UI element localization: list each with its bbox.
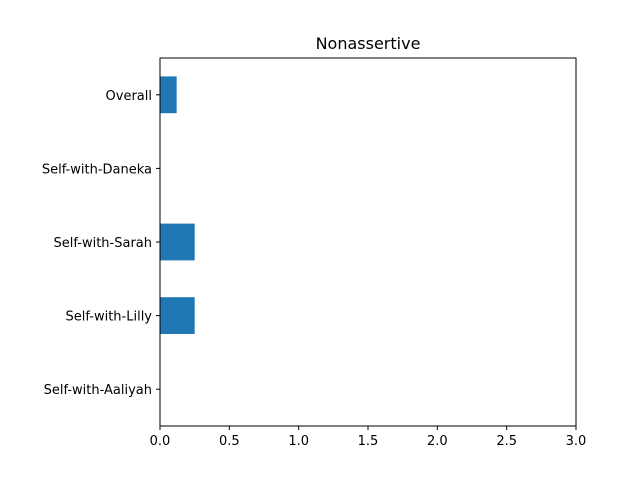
x-axis: 0.0 0.5 1.0 1.5 2.0 2.5 3.0: [150, 426, 587, 449]
x-tick-label-2: 1.0: [288, 434, 309, 449]
bar-2: [160, 223, 195, 261]
y-axis: Overall Self-with-Daneka Self-with-Sarah Se…: [42, 89, 160, 398]
x-tick-label-1: 0.5: [219, 434, 240, 449]
bar-0: [160, 76, 177, 114]
y-tick-label-0: Overall: [106, 89, 152, 104]
chart-title: Nonassertive: [316, 34, 421, 53]
x-tick-label-4: 2.0: [427, 434, 448, 449]
y-tick-label-3: Self-with-Lilly: [66, 310, 153, 325]
bars-group: [160, 76, 195, 334]
bar-3: [160, 297, 195, 334]
x-tick-label-3: 1.5: [358, 434, 379, 449]
y-tick-label-1: Self-with-Daneka: [42, 162, 152, 177]
x-tick-label-6: 3.0: [566, 434, 587, 449]
x-tick-label-0: 0.0: [150, 434, 171, 449]
plot-frame: [159, 57, 577, 427]
y-tick-label-2: Self-with-Sarah: [54, 236, 152, 251]
x-tick-label-5: 2.5: [496, 434, 517, 449]
y-tick-label-4: Self-with-Aaliyah: [44, 383, 152, 398]
